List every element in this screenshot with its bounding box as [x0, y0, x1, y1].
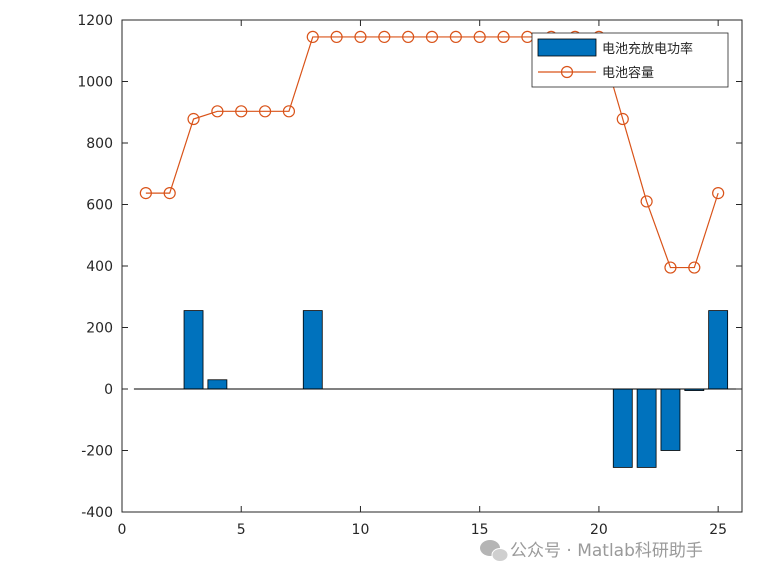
bar-3: [183, 310, 204, 390]
capacity-point-21: [616, 112, 629, 126]
axes: 0 5 10 15 20 25 -400 -200 0 200 400 600 800 1000 1200: [77, 13, 743, 538]
y-tick-label: -400: [81, 505, 113, 521]
capacity-point-5: [235, 105, 248, 118]
y-tick-label: 600: [86, 198, 113, 214]
capacity-point-23: [664, 261, 677, 274]
capacity-point-14: [449, 30, 462, 44]
legend-label: 电池容量: [602, 65, 654, 81]
y-tick-label: 0: [104, 382, 113, 398]
x-tick-label: 0: [118, 522, 127, 538]
capacity-point-16: [497, 30, 510, 44]
capacity-point-10: [354, 30, 367, 44]
bar-23: [660, 388, 681, 451]
bar-21: [612, 388, 633, 468]
capacity-point-25: [712, 187, 725, 200]
bar-4: [207, 379, 228, 390]
x-tick-label: 15: [471, 522, 489, 538]
bar-8: [302, 310, 323, 390]
capacity-point-1: [139, 187, 152, 200]
capacity-point-7: [282, 105, 296, 118]
watermark: 公众号 · Matlab科研助手: [480, 540, 703, 562]
capacity-point-6: [258, 105, 272, 118]
y-tick-label: -200: [81, 444, 113, 460]
y-tick-label: 200: [86, 321, 113, 337]
capacity-point-3: [187, 112, 200, 126]
capacity-point-2: [163, 187, 176, 200]
wechat-icon-bubble-2: [491, 548, 509, 562]
capacity-point-15: [473, 30, 486, 44]
bar-25: [708, 310, 729, 390]
capacity-point-24: [688, 261, 701, 274]
legend-label: 电池充放电功率: [602, 41, 693, 57]
x-tick-label: 5: [237, 522, 246, 538]
capacity-point-22: [640, 195, 653, 208]
watermark-text: 公众号 · Matlab科研助手: [510, 541, 703, 561]
capacity-point-4: [211, 105, 224, 118]
y-tick-label: 1000: [77, 75, 113, 91]
x-tick-label: 25: [709, 522, 727, 538]
legend-marker: [560, 65, 574, 79]
y-tick-label: 400: [86, 259, 113, 275]
x-tick-label: 20: [590, 522, 608, 538]
y-tick-label: 1200: [77, 13, 113, 29]
capacity-point-9: [330, 30, 343, 44]
y-tick-label: 800: [86, 136, 113, 152]
legend-bar-swatch: [537, 38, 597, 57]
capacity-point-11: [378, 30, 391, 44]
bar-series: [183, 310, 729, 468]
x-tick-label: 10: [352, 522, 370, 538]
capacity-point-8: [306, 30, 319, 44]
capacity-point-13: [425, 30, 439, 44]
bar-22: [636, 388, 657, 468]
capacity-line: [145, 36, 719, 269]
wechat-icon: [480, 540, 509, 562]
capacity-point-12: [402, 30, 415, 44]
